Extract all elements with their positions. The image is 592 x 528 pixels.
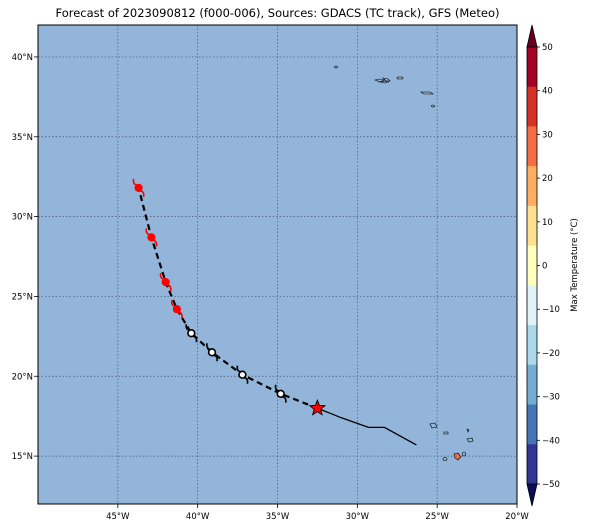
colorbar-tick-label: 40 [542,87,553,97]
colorbar-band [527,166,537,207]
cyclone-symbol-icon [274,384,287,403]
lat-tick-label: 20°N [12,372,33,382]
colorbar-tick-label: 50 [542,43,553,53]
cyclone-symbol-icon [159,272,172,292]
colorbar-tick-label: 0 [542,262,547,272]
lon-tick-label: 25°W [425,512,449,522]
cyclone-symbol-icon [236,365,249,384]
lon-tick-label: 35°W [266,512,290,522]
forecast-track-line [137,187,318,410]
cyclone-symbol-icon [206,343,218,362]
colorbar-tick-label: −20 [542,349,560,359]
colorbar-extend-max [526,24,538,48]
lat-tick-label: 40°N [12,53,33,63]
tc-track [132,178,417,446]
lon-tick-label: 45°W [106,512,130,522]
map-axes: 45°W 40°W 35°W 30°W 25°W 20°W 15°N 20°N 25°N 30°N… [12,53,530,522]
lon-tick-label: 40°W [186,512,210,522]
past-track-line [317,407,417,446]
colorbar-tick-label: −30 [542,393,560,403]
colorbar-band [527,285,537,326]
map-title: Forecast of 2023090812 (f000-006), Sourc… [55,6,500,20]
colorbar-tick-label: 10 [542,218,553,228]
colorbar-band [527,444,537,485]
cyclone-symbol-icon [170,300,183,319]
lon-tick-label: 20°W [505,512,529,522]
colorbar-band [527,325,537,366]
azores-islands [334,65,435,108]
colorbar-band [527,364,537,405]
lat-tick-label: 30°N [12,213,33,223]
lat-tick-label: 35°N [12,133,33,143]
colorbar-tick-label: 20 [542,174,553,184]
colorbar-band [527,86,537,127]
colorbar-band [527,47,537,88]
cyclone-symbol-icon [132,178,145,198]
colorbar-band [527,126,537,167]
colorbar-band [527,404,537,445]
current-position-star-icon [308,398,327,416]
colorbar-tick-label: −50 [542,480,560,490]
cyclone-symbol-icon [145,228,158,247]
colorbar-tick-label: −10 [542,305,560,315]
map-frame [37,24,518,505]
colorbar-extend-min [526,483,538,507]
lat-tick-label: 25°N [12,292,33,302]
cyclone-symbol-icon [185,324,198,343]
colorbar-tick-label: −40 [542,436,560,446]
lat-tick-label: 15°N [12,452,33,462]
colorbar-band [527,245,537,286]
colorbar-tick-label: 30 [542,130,553,140]
lon-tick-label: 30°W [346,512,370,522]
cape-verde-islands [429,422,474,461]
colorbar-band [527,205,537,246]
colorbar-label: Max Temperature (°C) [570,218,580,312]
